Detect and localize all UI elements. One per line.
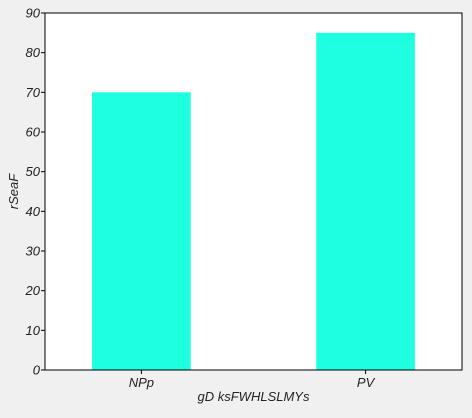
bars-layer [92,32,415,370]
y-tick-label: 50 [26,164,41,179]
y-tick-label: 90 [26,6,41,21]
y-tick-label: 70 [26,85,41,100]
x-tick-label: PV [357,375,376,390]
x-axis: NPp PV [129,370,376,390]
y-tick-label: 10 [26,323,41,338]
bar-pv [316,32,415,370]
plot-frame [44,12,463,371]
y-axis: 0 10 20 30 40 50 60 70 80 90 [25,6,45,378]
bar-npp [92,92,191,370]
y-tick-label: 0 [33,363,41,378]
y-tick-label: 60 [26,125,41,140]
y-axis-label: rSeaF [6,173,21,209]
y-tick-label: 40 [26,204,41,219]
y-tick-label: 20 [25,283,41,298]
x-axis-label: gD ksFWHLSLMYs [198,389,310,404]
x-tick-label: NPp [129,375,154,390]
y-tick-label: 80 [26,45,41,60]
y-tick-label: 30 [26,244,41,259]
